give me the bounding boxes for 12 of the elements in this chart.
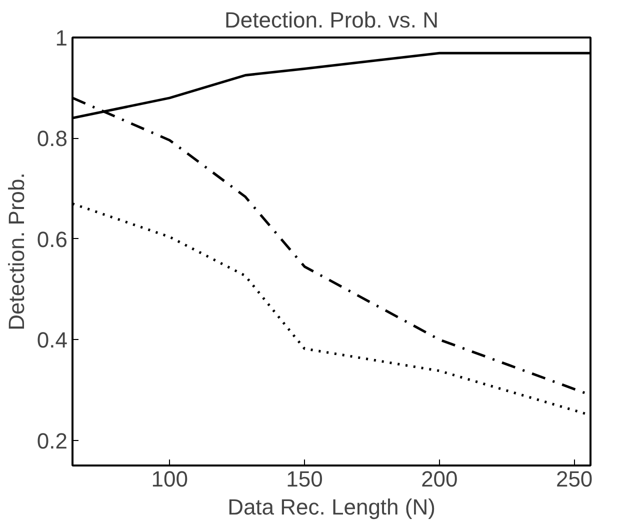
x-tick-label: 100 xyxy=(151,466,188,492)
y-tick-label: 0.8 xyxy=(36,126,68,152)
chart-title: Detection. Prob. vs. N xyxy=(224,8,438,32)
y-tick-label: 1 xyxy=(55,26,68,50)
y-tick-label: 0.6 xyxy=(36,226,68,252)
x-tick-label: 250 xyxy=(556,466,593,492)
x-axis-title: Data Rec. Length (N) xyxy=(228,494,436,520)
y-axis-title: Detection. Prob. xyxy=(4,172,29,330)
x-tick-label: 150 xyxy=(286,466,323,492)
y-tick-label: 0.2 xyxy=(36,428,68,454)
x-tick-label: 200 xyxy=(421,466,458,492)
y-tick-label: 0.4 xyxy=(36,328,68,353)
